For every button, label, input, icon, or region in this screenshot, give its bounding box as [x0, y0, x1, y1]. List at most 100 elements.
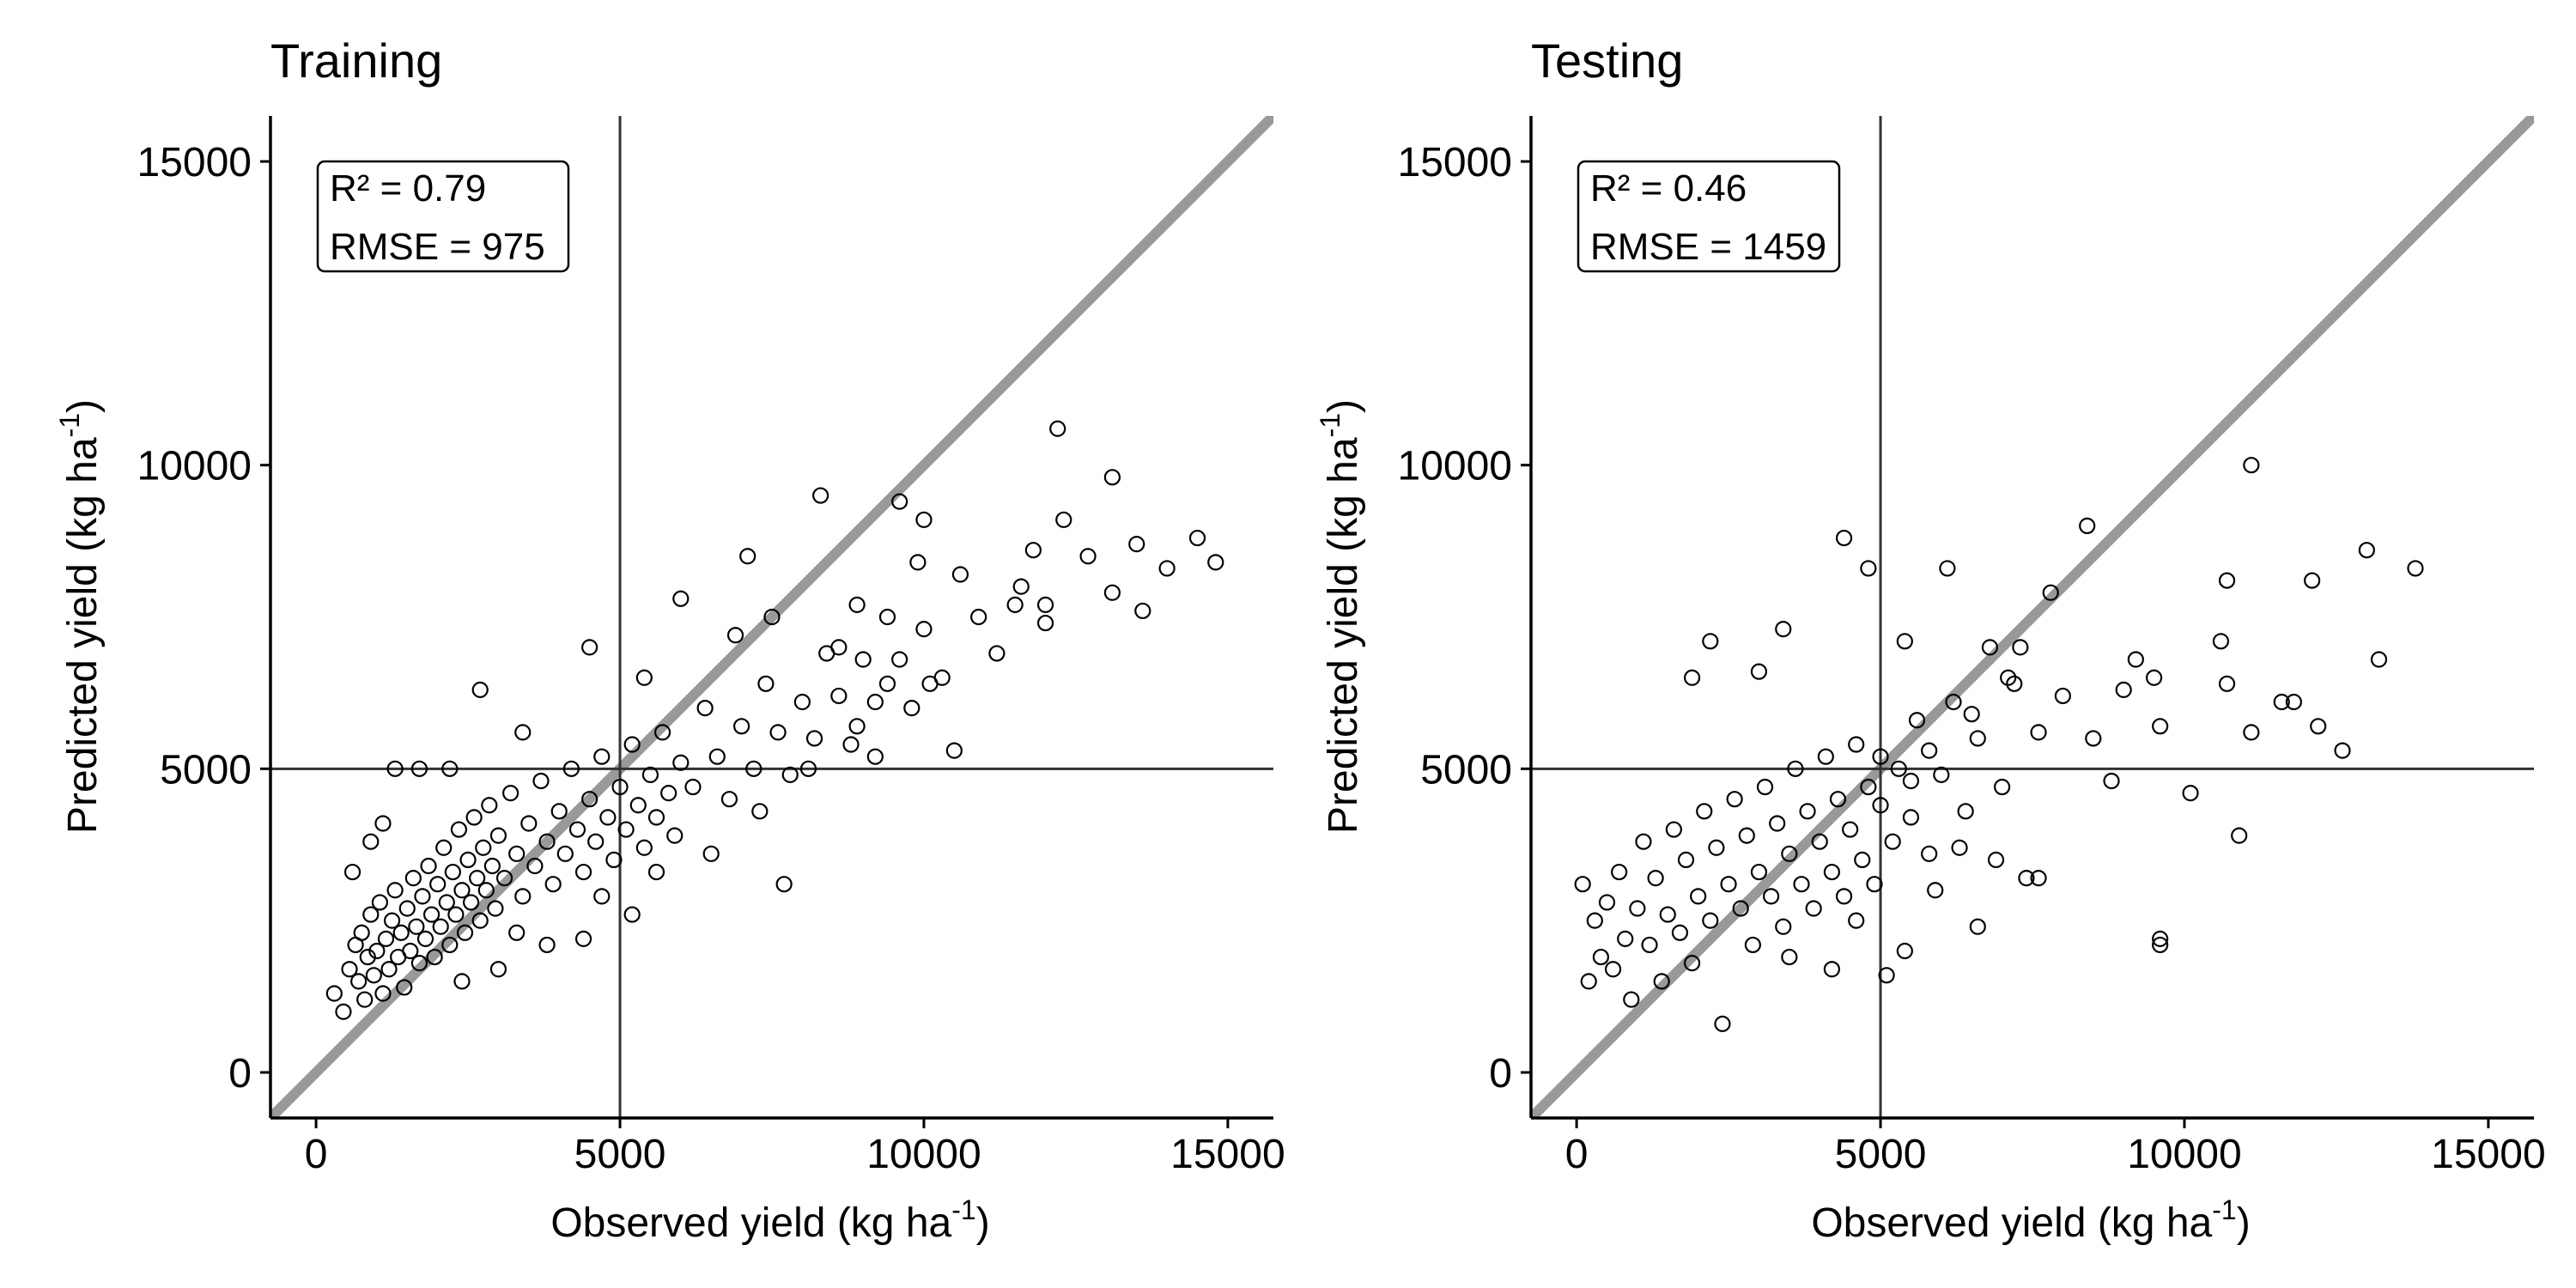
y-axis-ticks: 0 5000 10000 15000: [137, 140, 270, 1097]
data-point: [2273, 693, 2290, 711]
data-point: [562, 760, 580, 777]
data-point: [848, 718, 866, 735]
data-point: [848, 596, 866, 613]
stats-box-frame: [316, 160, 570, 273]
data-point: [1653, 973, 1670, 990]
data-point: [508, 924, 526, 941]
data-point: [502, 785, 519, 802]
y-tick-label: 5000: [1420, 747, 1512, 793]
stats-box: R² = 0.79 RMSE = 975: [316, 160, 570, 273]
data-point: [2358, 542, 2375, 559]
data-point: [1945, 693, 1962, 711]
data-point: [1823, 863, 1840, 881]
data-point: [1872, 748, 1889, 765]
data-point: [544, 876, 562, 893]
data-point: [1055, 511, 1072, 528]
data-point: [1598, 894, 1616, 911]
data-point: [362, 906, 380, 923]
data-point: [377, 930, 395, 947]
data-point: [574, 863, 592, 881]
data-point: [1580, 973, 1597, 990]
data-point: [1860, 778, 1877, 796]
data-point: [1787, 760, 1804, 777]
x-axis-title: Observed yield (kg ha-1): [550, 1194, 989, 1246]
data-point: [1829, 791, 1847, 808]
data-point: [866, 748, 884, 765]
data-point: [1933, 766, 1950, 783]
data-point: [1793, 876, 1810, 893]
data-point: [429, 876, 447, 893]
data-point: [550, 803, 568, 820]
data-point: [2218, 675, 2236, 692]
data-point: [1207, 554, 1224, 571]
data-point: [769, 724, 787, 741]
data-point: [1128, 536, 1145, 553]
data-point: [408, 918, 425, 935]
data-point: [1592, 948, 1610, 966]
data-point: [1902, 809, 1920, 826]
data-point: [629, 797, 647, 814]
identity-line: [1531, 116, 2534, 1118]
x-axis-title-superscript: -1: [2212, 1194, 2236, 1225]
data-point: [1902, 772, 1920, 790]
x-tick-label: 10000: [2127, 1132, 2241, 1177]
data-point: [568, 821, 586, 838]
data-point: [1908, 712, 1926, 729]
data-point: [605, 851, 623, 869]
stats-r2: R² = 0.46: [1590, 167, 1747, 210]
data-point: [1981, 639, 1999, 656]
x-axis-title-close: ): [976, 1200, 990, 1246]
data-point: [1635, 833, 1652, 850]
x-axis-title-text: Observed yield (kg ha: [550, 1200, 951, 1246]
data-point: [1134, 602, 1151, 620]
data-point: [1781, 845, 1798, 862]
data-point: [672, 590, 690, 607]
data-point: [1586, 912, 1603, 929]
data-point: [1720, 876, 1737, 893]
data-point: [988, 645, 1005, 662]
data-point: [441, 936, 459, 954]
data-point: [593, 748, 611, 765]
data-point: [514, 724, 532, 741]
data-point: [1939, 560, 1956, 577]
data-point: [489, 961, 507, 978]
data-point: [1963, 706, 1980, 723]
training-panel: Training 0 5000 10000 15000 0 5000 10000 15000…: [54, 33, 1285, 1246]
stats-rmse: RMSE = 975: [330, 226, 545, 268]
stats-box: R² = 0.46 RMSE = 1459: [1577, 160, 1841, 273]
data-point: [635, 839, 653, 856]
data-point: [2030, 870, 2047, 887]
data-point: [1884, 833, 1901, 850]
data-point: [456, 924, 474, 941]
data-point: [465, 809, 483, 826]
data-point: [1036, 596, 1054, 613]
data-point: [1665, 821, 1682, 838]
data-point: [2182, 785, 2199, 802]
data-point: [2103, 772, 2120, 790]
y-tick-label: 5000: [160, 747, 252, 793]
data-point: [386, 882, 404, 899]
data-point: [666, 827, 683, 844]
data-point: [341, 961, 358, 978]
data-point: [781, 766, 799, 783]
data-point: [386, 760, 404, 777]
data-point: [1848, 912, 1865, 929]
data-point: [915, 621, 933, 638]
data-point: [1835, 529, 1853, 547]
data-point: [2054, 687, 2071, 705]
data-point: [1629, 900, 1646, 917]
data-point: [426, 948, 443, 966]
data-point: [538, 936, 556, 954]
data-point: [702, 845, 720, 862]
data-point: [2152, 936, 2169, 954]
data-point: [878, 675, 896, 692]
data-point: [745, 760, 762, 777]
data-point: [416, 930, 434, 947]
y-tick-label: 0: [1489, 1051, 1512, 1097]
data-point: [432, 918, 449, 935]
data-point: [1024, 542, 1042, 559]
y-axis-title: Predicted yield (kg ha-1): [54, 399, 106, 834]
data-point: [1951, 839, 1968, 856]
data-point: [1763, 888, 1780, 905]
